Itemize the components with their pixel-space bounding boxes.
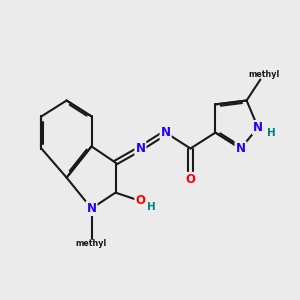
Text: O: O bbox=[185, 173, 196, 186]
Text: N: N bbox=[160, 126, 171, 139]
Text: methyl: methyl bbox=[76, 239, 107, 248]
Text: O: O bbox=[135, 194, 146, 208]
Text: N: N bbox=[86, 202, 97, 215]
Text: H: H bbox=[267, 128, 276, 138]
Text: N: N bbox=[253, 121, 263, 134]
Text: N: N bbox=[236, 142, 246, 155]
Text: methyl: methyl bbox=[248, 70, 280, 79]
Text: H: H bbox=[147, 202, 156, 212]
Text: N: N bbox=[135, 142, 146, 155]
